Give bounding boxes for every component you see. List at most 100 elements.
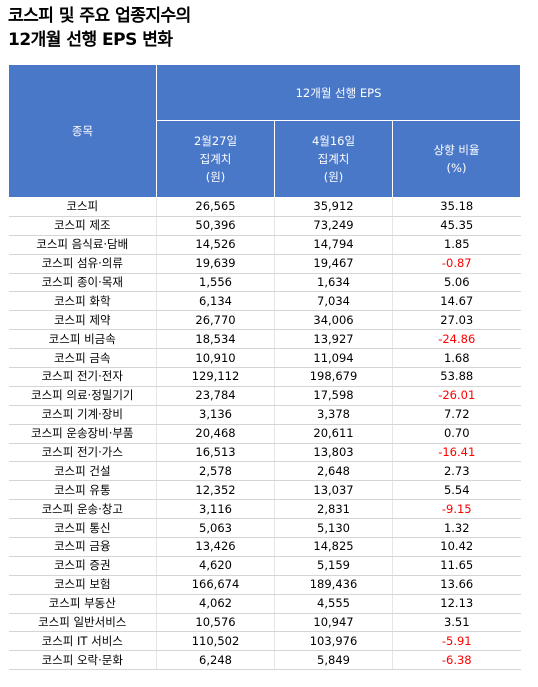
table-row: 코스피 일반서비스 10,576 10,947 3.51 [8,613,521,633]
cell-sector: 코스피 부동산 [8,594,157,614]
cell-ratio: -5.91 [392,631,521,652]
cell-feb: 13,426 [156,537,275,557]
cell-apr: 2,648 [274,461,393,482]
cell-apr: 13,037 [274,480,393,501]
cell-sector: 코스피 전기·전자 [8,367,157,387]
table-body: 코스피 26,565 35,912 35.18 코스피 제조 50,396 73,249 45… [8,197,521,671]
eps-table: 종목 12개월 선행 EPS 2월27일 집계치 (원) 4월16일 집계치 (… [8,64,521,671]
cell-ratio: 1.32 [392,518,521,539]
cell-ratio: -16.41 [392,443,521,463]
cell-feb: 19,639 [156,254,275,274]
cell-feb: 10,910 [156,348,275,369]
cell-feb: 18,534 [156,329,275,350]
cell-feb: 4,620 [156,556,275,576]
cell-apr: 14,794 [274,235,393,255]
cell-apr: 5,130 [274,518,393,539]
cell-apr: 20,611 [274,424,393,444]
cell-apr: 1,634 [274,273,393,293]
cell-sector: 코스피 오락·문화 [8,650,157,671]
cell-apr: 17,598 [274,386,393,406]
table-row: 코스피 제약 26,770 34,006 27.03 [8,310,521,331]
cell-ratio: -26.01 [392,386,521,406]
cell-apr: 2,831 [274,499,393,520]
table-row: 코스피 전기·가스 16,513 13,803 -16.41 [8,443,521,463]
table-row: 코스피 음식료·담배 14,526 14,794 1.85 [8,235,521,255]
cell-ratio: 45.35 [392,216,521,236]
cell-feb: 12,352 [156,480,275,501]
cell-ratio: 1.68 [392,348,521,369]
cell-apr: 4,555 [274,594,393,614]
cell-sector: 코스피 기계·장비 [8,405,157,425]
cell-ratio: 0.70 [392,424,521,444]
table-row: 코스피 운송·창고 3,116 2,831 -9.15 [8,499,521,520]
cell-sector: 코스피 종이·목재 [8,273,157,293]
table-row: 코스피 의료·정밀기기 23,784 17,598 -26.01 [8,386,521,406]
cell-ratio: 7.72 [392,405,521,425]
cell-feb: 1,556 [156,273,275,293]
header-col-apr: 4월16일 집계치 (원) [274,120,393,198]
cell-ratio: -9.15 [392,499,521,520]
table-row: 코스피 섬유·의류 19,639 19,467 -0.87 [8,254,521,274]
cell-feb: 10,576 [156,613,275,633]
table-row: 코스피 건설 2,578 2,648 2.73 [8,461,521,482]
cell-feb: 20,468 [156,424,275,444]
cell-ratio: 10.42 [392,537,521,557]
table-row: 코스피 통신 5,063 5,130 1.32 [8,518,521,539]
table-row: 코스피 부동산 4,062 4,555 12.13 [8,594,521,614]
cell-apr: 198,679 [274,367,393,387]
cell-feb: 6,248 [156,650,275,671]
page-title: 코스피 및 주요 업종지수의 12개월 선행 EPS 변화 [8,4,191,52]
table-row: 코스피 금속 10,910 11,094 1.68 [8,348,521,369]
cell-sector: 코스피 금속 [8,348,157,369]
cell-feb: 16,513 [156,443,275,463]
cell-feb: 26,565 [156,197,275,217]
table-row: 코스피 보험 166,674 189,436 13.66 [8,575,521,595]
cell-sector: 코스피 금융 [8,537,157,557]
cell-apr: 11,094 [274,348,393,369]
cell-apr: 5,159 [274,556,393,576]
cell-sector: 코스피 증권 [8,556,157,576]
table-row: 코스피 화학 6,134 7,034 14.67 [8,291,521,312]
table-row: 코스피 종이·목재 1,556 1,634 5.06 [8,273,521,293]
cell-ratio: 3.51 [392,613,521,633]
cell-ratio: 13.66 [392,575,521,595]
cell-apr: 13,927 [274,329,393,350]
cell-sector: 코스피 제조 [8,216,157,236]
cell-sector: 코스피 운송·창고 [8,499,157,520]
table-row: 코스피 제조 50,396 73,249 45.35 [8,216,521,236]
cell-sector: 코스피 IT 서비스 [8,631,157,652]
cell-apr: 34,006 [274,310,393,331]
cell-feb: 23,784 [156,386,275,406]
cell-apr: 5,849 [274,650,393,671]
cell-sector: 코스피 [8,197,157,217]
header-col-ratio: 상향 비율 (%) [392,120,521,198]
cell-feb: 2,578 [156,461,275,482]
table-row: 코스피 비금속 18,534 13,927 -24.86 [8,329,521,350]
cell-apr: 73,249 [274,216,393,236]
cell-feb: 110,502 [156,631,275,652]
cell-ratio: 35.18 [392,197,521,217]
cell-apr: 7,034 [274,291,393,312]
cell-sector: 코스피 전기·가스 [8,443,157,463]
cell-apr: 3,378 [274,405,393,425]
cell-sector: 코스피 유통 [8,480,157,501]
cell-ratio: -0.87 [392,254,521,274]
cell-feb: 26,770 [156,310,275,331]
header-group: 12개월 선행 EPS [156,64,521,121]
cell-sector: 코스피 음식료·담배 [8,235,157,255]
cell-ratio: 5.06 [392,273,521,293]
cell-sector: 코스피 의료·정밀기기 [8,386,157,406]
table-row: 코스피 유통 12,352 13,037 5.54 [8,480,521,501]
cell-ratio: 12.13 [392,594,521,614]
cell-sector: 코스피 화학 [8,291,157,312]
header-col-feb: 2월27일 집계치 (원) [156,120,275,198]
cell-ratio: 1.85 [392,235,521,255]
cell-apr: 14,825 [274,537,393,557]
cell-sector: 코스피 비금속 [8,329,157,350]
cell-sector: 코스피 제약 [8,310,157,331]
cell-ratio: -6.38 [392,650,521,671]
cell-feb: 5,063 [156,518,275,539]
cell-sector: 코스피 운송장비·부품 [8,424,157,444]
table-row: 코스피 IT 서비스 110,502 103,976 -5.91 [8,631,521,652]
table-row: 코스피 전기·전자 129,112 198,679 53.88 [8,367,521,387]
